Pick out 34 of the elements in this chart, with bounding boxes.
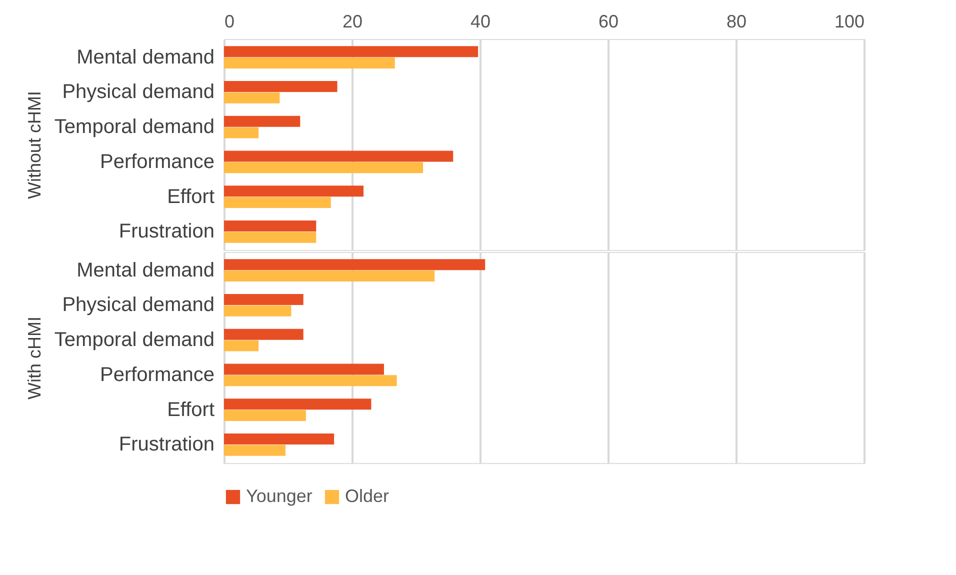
bar <box>224 410 306 421</box>
legend-label: Older <box>345 486 390 506</box>
bar <box>224 375 397 386</box>
bar <box>224 340 259 352</box>
x-tick-label: 40 <box>470 12 491 32</box>
x-tick-label: 60 <box>598 12 619 32</box>
y-tick-label: Effort <box>167 398 215 421</box>
y-tick-label: Performance <box>100 150 214 173</box>
y-axis-title: Without cHMI <box>24 90 44 200</box>
y-tick-label: Temporal demand <box>54 329 214 352</box>
bar <box>224 364 384 375</box>
y-tick-label: Mental demand <box>76 46 214 68</box>
bar <box>224 270 435 282</box>
y-tick-label: Effort <box>167 186 215 208</box>
bar <box>224 294 304 306</box>
bar <box>224 434 334 445</box>
x-tick-label: 0 <box>224 12 235 32</box>
bar <box>224 259 486 270</box>
bar <box>224 398 372 410</box>
legend-label: Younger <box>246 486 312 506</box>
x-tick-label: 20 <box>342 12 363 32</box>
y-tick-label: Mental demand <box>76 259 214 282</box>
bar <box>224 444 286 456</box>
y-tick-label: Physical demand <box>62 81 214 104</box>
y-tick-label: Physical demand <box>62 294 214 316</box>
y-axis-title: With cHMI <box>24 316 44 400</box>
y-tick-label: Frustration <box>118 434 214 456</box>
bar <box>224 328 304 340</box>
x-tick-label: 80 <box>726 12 747 32</box>
x-tick-label: 100 <box>834 12 864 32</box>
y-tick-label: Frustration <box>118 220 214 243</box>
y-tick-label: Performance <box>100 364 214 386</box>
y-tick-label: Temporal demand <box>54 116 214 138</box>
bar <box>224 305 292 316</box>
